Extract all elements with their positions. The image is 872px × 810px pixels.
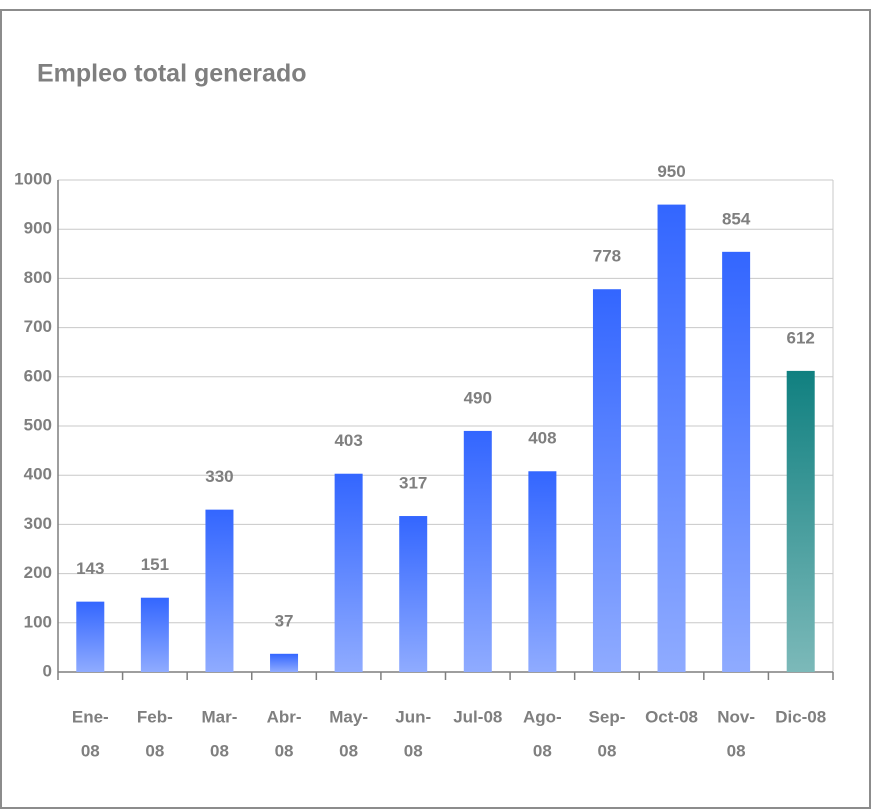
chart-title: Empleo total generado xyxy=(37,60,306,88)
y-tick-label: 600 xyxy=(24,366,52,385)
y-tick-label: 800 xyxy=(24,268,52,287)
x-tick-label: Abr- xyxy=(267,707,302,726)
value-label: 151 xyxy=(141,555,169,574)
y-tick-label: 700 xyxy=(24,317,52,336)
x-tick-label: 08 xyxy=(275,741,294,760)
x-tick-label: 08 xyxy=(145,741,164,760)
y-tick-label: 400 xyxy=(24,465,52,484)
y-tick-label: 900 xyxy=(24,219,52,238)
x-tick-label: Sep- xyxy=(589,707,626,726)
x-tick-label: Jun- xyxy=(395,707,431,726)
x-tick-label: Nov- xyxy=(717,707,755,726)
x-tick-label: 08 xyxy=(210,741,229,760)
y-tick-label: 300 xyxy=(24,514,52,533)
x-tick-label: 08 xyxy=(727,741,746,760)
bar xyxy=(722,251,751,672)
y-tick-label: 1000 xyxy=(14,169,52,188)
bar xyxy=(463,430,492,672)
x-tick-label: Ago- xyxy=(523,707,562,726)
value-label: 330 xyxy=(205,467,233,486)
value-label: 612 xyxy=(787,328,815,347)
value-label: 778 xyxy=(593,247,621,266)
bar xyxy=(786,370,815,672)
x-tick-label: Mar- xyxy=(202,707,238,726)
x-tick-label: Ene- xyxy=(72,707,109,726)
value-label: 408 xyxy=(528,429,556,448)
x-tick-label: 08 xyxy=(404,741,423,760)
bar xyxy=(76,601,105,672)
x-tick-label: 08 xyxy=(81,741,100,760)
bar xyxy=(270,653,299,672)
x-tick-label: 08 xyxy=(339,741,358,760)
value-label: 854 xyxy=(722,209,751,228)
value-label: 317 xyxy=(399,474,427,493)
value-label: 950 xyxy=(657,162,685,181)
bar xyxy=(205,509,234,672)
x-tick-label: 08 xyxy=(597,741,616,760)
x-tick-label: 08 xyxy=(533,741,552,760)
y-tick-label: 500 xyxy=(24,415,52,434)
x-tick-label: Feb- xyxy=(137,707,173,726)
y-tick-label: 0 xyxy=(43,661,52,680)
x-tick-label: Oct-08 xyxy=(645,707,698,726)
y-tick-label: 200 xyxy=(24,563,52,582)
bar xyxy=(528,471,557,672)
value-label: 143 xyxy=(76,559,104,578)
x-tick-label: Jul-08 xyxy=(453,707,502,726)
bar xyxy=(657,204,686,672)
x-tick-label: Dic-08 xyxy=(775,707,826,726)
y-tick-label: 100 xyxy=(24,612,52,631)
bar xyxy=(334,473,363,672)
bar xyxy=(399,516,428,672)
bar xyxy=(592,289,621,672)
value-label: 490 xyxy=(464,388,492,407)
value-label: 37 xyxy=(275,611,294,630)
value-label: 403 xyxy=(334,431,362,450)
x-tick-label: May- xyxy=(329,707,368,726)
bar xyxy=(140,597,169,672)
